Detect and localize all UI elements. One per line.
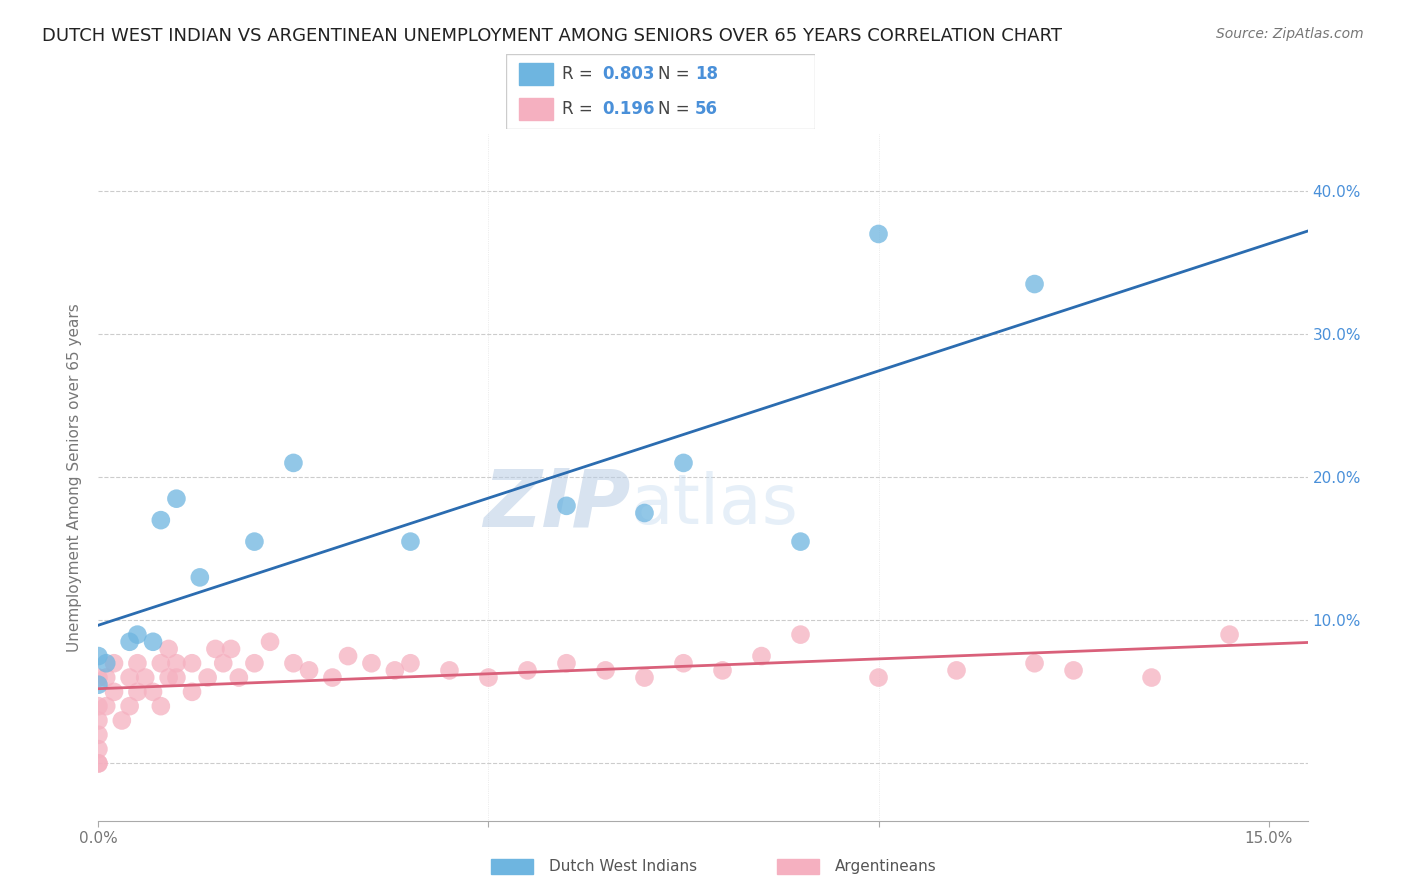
Point: [868, 671, 890, 685]
Text: Source: ZipAtlas.com: Source: ZipAtlas.com: [1216, 27, 1364, 41]
Text: 0.803: 0.803: [602, 65, 655, 83]
Point: [360, 657, 382, 671]
Point: [118, 671, 141, 685]
Text: N =: N =: [658, 100, 695, 118]
Bar: [519, 98, 553, 120]
Text: N =: N =: [658, 65, 695, 83]
Point: [87, 728, 110, 742]
Point: [87, 756, 110, 771]
Point: [87, 699, 110, 714]
Point: [555, 657, 578, 671]
Point: [127, 627, 149, 641]
Point: [711, 664, 734, 678]
Point: [298, 664, 321, 678]
Text: 18: 18: [695, 65, 718, 83]
Point: [142, 634, 165, 648]
Bar: [491, 859, 533, 874]
Text: R =: R =: [562, 100, 598, 118]
Point: [283, 657, 305, 671]
Point: [751, 649, 773, 664]
Point: [181, 657, 204, 671]
Text: 0.196: 0.196: [602, 100, 655, 118]
Point: [1063, 664, 1085, 678]
Point: [188, 570, 211, 584]
Point: [87, 649, 110, 664]
Point: [868, 227, 890, 241]
Text: Argentineans: Argentineans: [835, 859, 936, 874]
Point: [945, 664, 967, 678]
Text: 56: 56: [695, 100, 718, 118]
Point: [595, 664, 617, 678]
Point: [103, 685, 125, 699]
Point: [118, 634, 141, 648]
Point: [149, 699, 172, 714]
Point: [127, 657, 149, 671]
Point: [149, 513, 172, 527]
Text: DUTCH WEST INDIAN VS ARGENTINEAN UNEMPLOYMENT AMONG SENIORS OVER 65 YEARS CORREL: DUTCH WEST INDIAN VS ARGENTINEAN UNEMPLO…: [42, 27, 1062, 45]
Point: [181, 685, 204, 699]
Point: [157, 642, 180, 657]
Point: [439, 664, 461, 678]
Y-axis label: Unemployment Among Seniors over 65 years: Unemployment Among Seniors over 65 years: [67, 303, 83, 651]
Point: [142, 685, 165, 699]
Point: [633, 506, 655, 520]
Point: [1024, 277, 1046, 291]
Point: [672, 657, 695, 671]
Point: [149, 657, 172, 671]
Point: [555, 499, 578, 513]
Point: [1219, 627, 1241, 641]
Point: [87, 742, 110, 756]
Point: [197, 671, 219, 685]
Point: [212, 657, 235, 671]
Point: [1140, 671, 1163, 685]
Point: [127, 685, 149, 699]
Point: [1024, 657, 1046, 671]
Point: [259, 634, 281, 648]
Point: [165, 657, 187, 671]
Point: [87, 671, 110, 685]
Point: [477, 671, 499, 685]
Point: [96, 657, 118, 671]
Point: [243, 657, 266, 671]
Point: [87, 678, 110, 692]
Point: [399, 657, 422, 671]
Point: [337, 649, 360, 664]
Point: [134, 671, 156, 685]
Point: [399, 534, 422, 549]
Point: [157, 671, 180, 685]
Point: [384, 664, 406, 678]
Point: [633, 671, 655, 685]
Point: [789, 627, 811, 641]
Point: [96, 699, 118, 714]
Point: [516, 664, 538, 678]
Point: [96, 671, 118, 685]
Bar: [778, 859, 820, 874]
Point: [111, 714, 134, 728]
Point: [204, 642, 226, 657]
Point: [672, 456, 695, 470]
Text: ZIP: ZIP: [484, 466, 630, 544]
Point: [219, 642, 242, 657]
Text: R =: R =: [562, 65, 598, 83]
Point: [103, 657, 125, 671]
Point: [118, 699, 141, 714]
Point: [321, 671, 343, 685]
Point: [283, 456, 305, 470]
Text: atlas: atlas: [630, 471, 799, 538]
Point: [228, 671, 250, 685]
Bar: [519, 63, 553, 85]
Point: [87, 756, 110, 771]
Point: [789, 534, 811, 549]
Point: [165, 671, 187, 685]
Point: [243, 534, 266, 549]
Point: [165, 491, 187, 506]
FancyBboxPatch shape: [506, 54, 815, 129]
Text: Dutch West Indians: Dutch West Indians: [548, 859, 697, 874]
Point: [87, 714, 110, 728]
